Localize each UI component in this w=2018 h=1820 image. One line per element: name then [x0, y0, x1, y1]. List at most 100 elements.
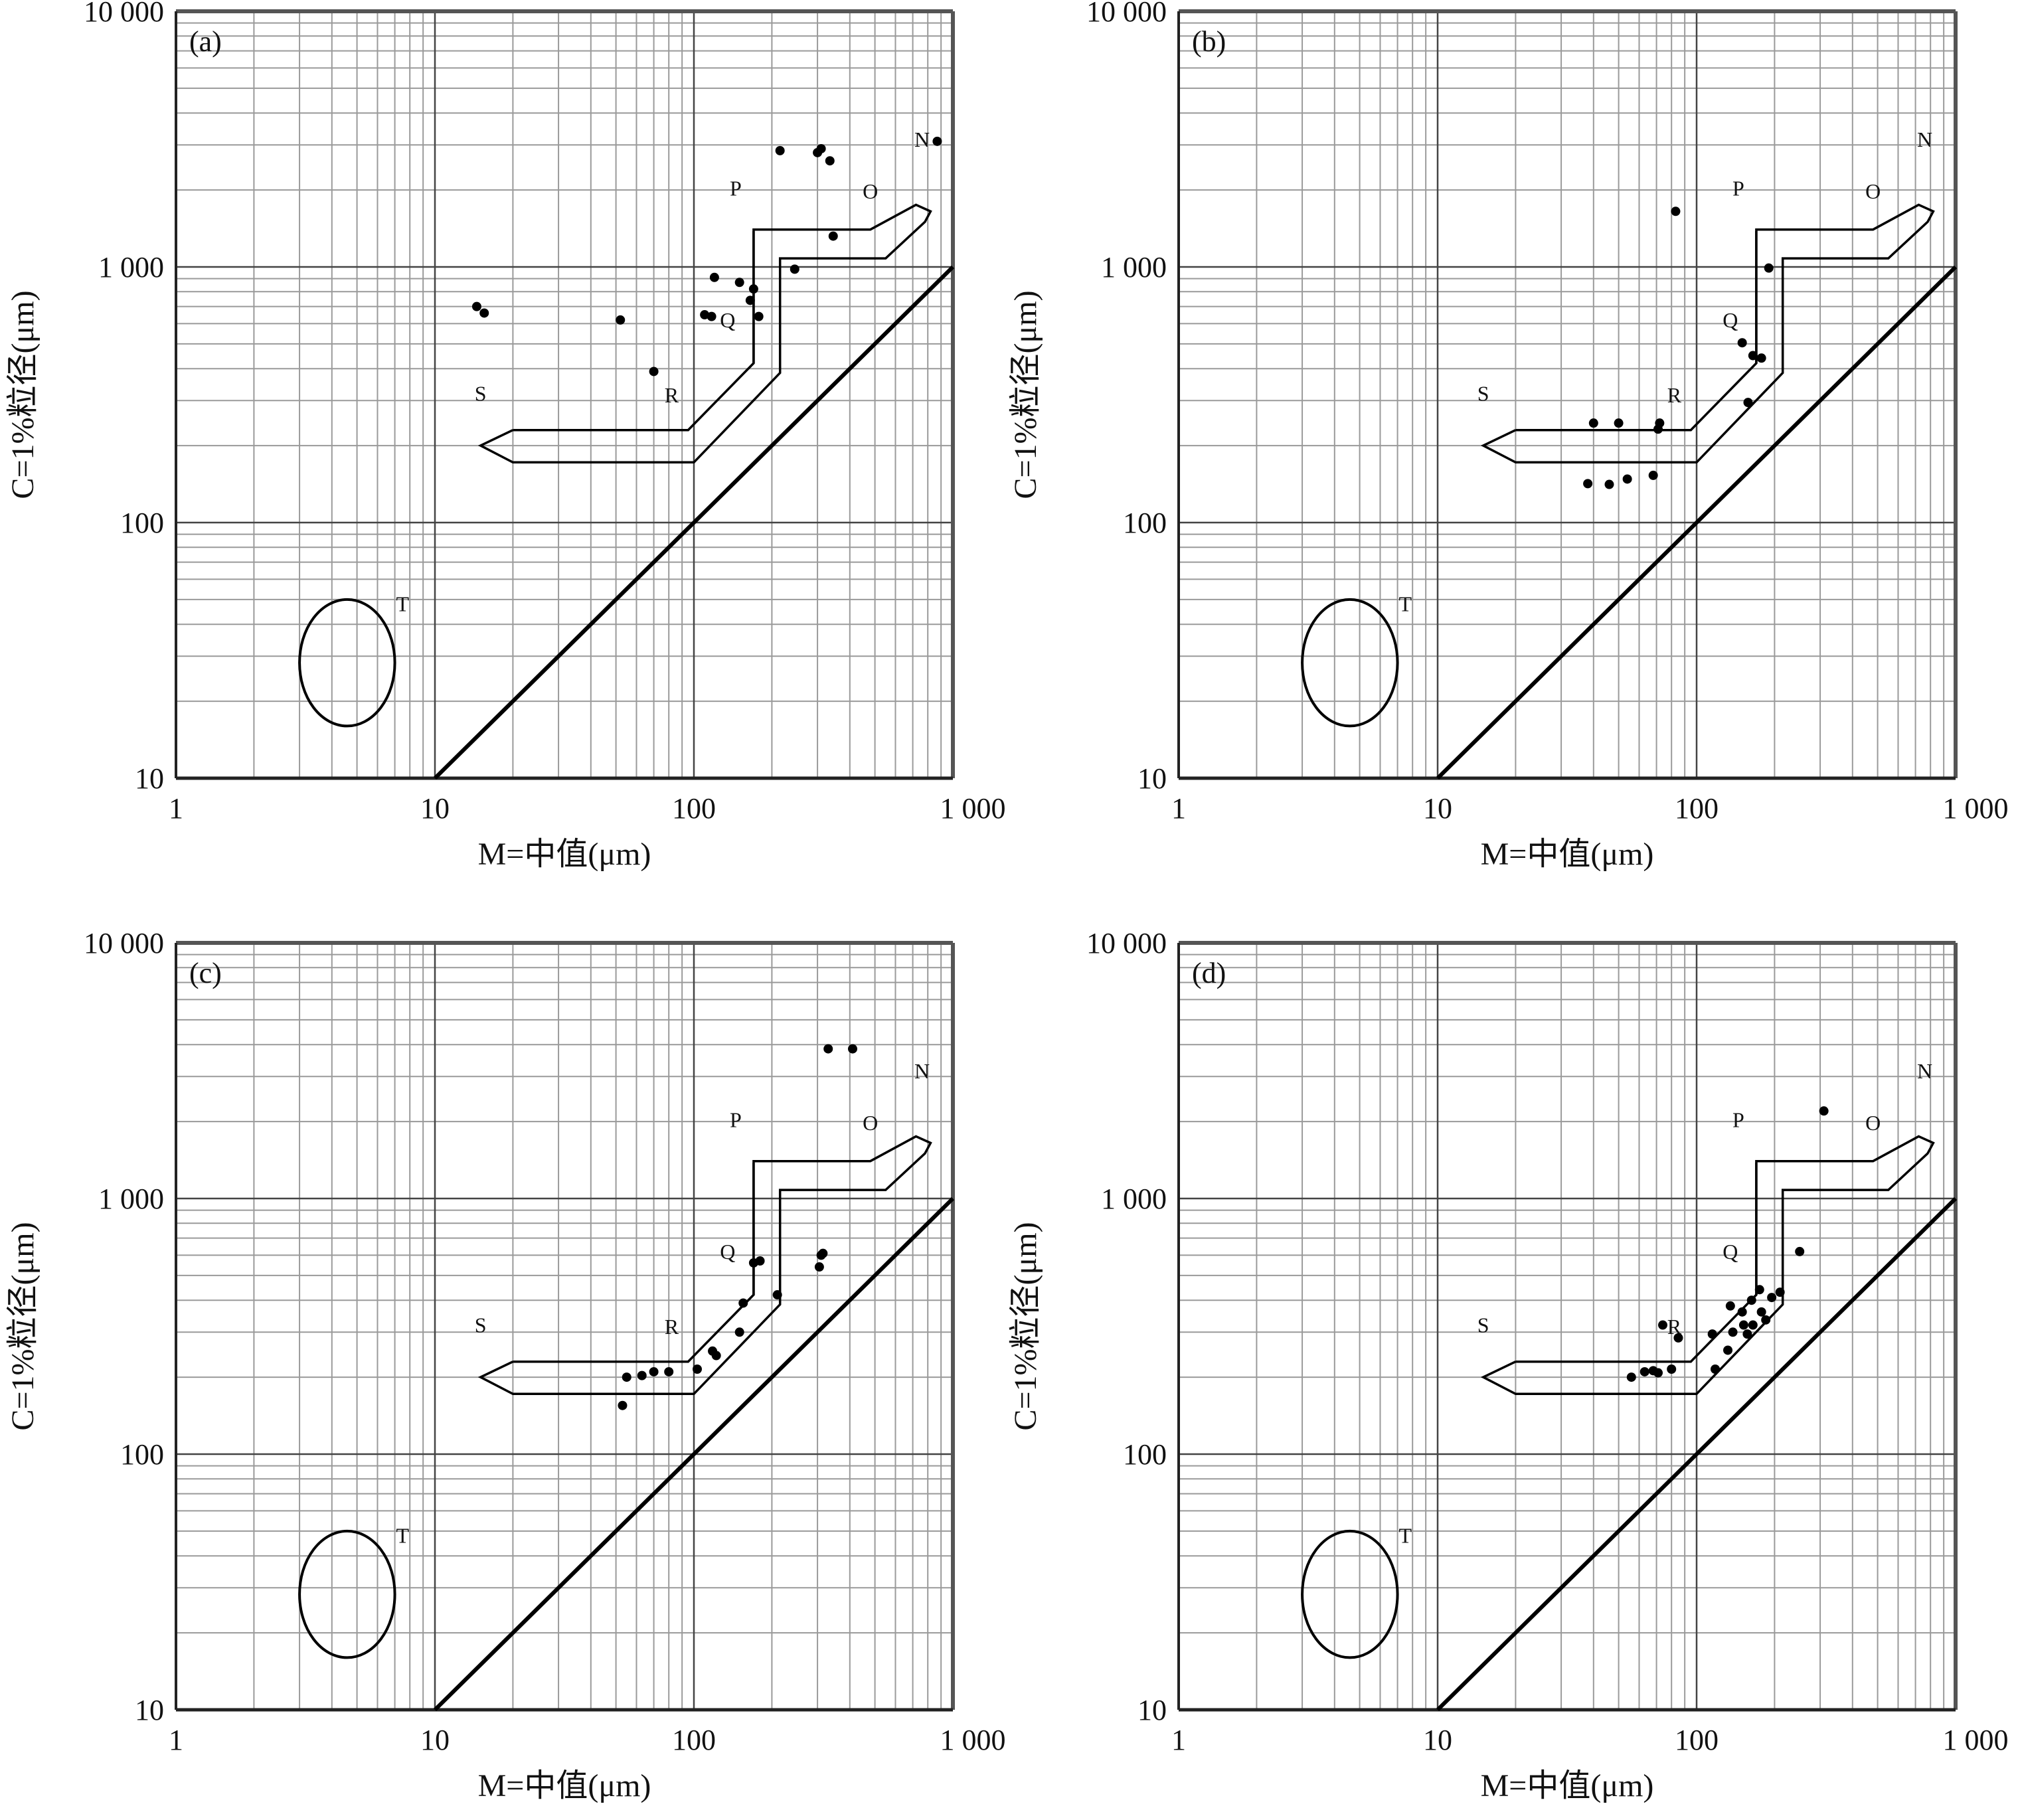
- y-tick-label: 10: [1137, 762, 1167, 795]
- data-point: [1604, 479, 1614, 489]
- data-point: [1723, 1345, 1733, 1355]
- region-label-s: S: [1477, 1313, 1489, 1337]
- x-tick-label: 1: [1171, 792, 1186, 825]
- y-tick-label: 1 000: [1101, 251, 1167, 284]
- y-axis-title: C=1%粒径(μm): [1008, 290, 1043, 499]
- region-t-ellipse: [1301, 1529, 1399, 1659]
- region-t-ellipse: [298, 598, 396, 728]
- y-tick-label: 1 000: [98, 1183, 164, 1215]
- data-point: [745, 295, 755, 305]
- data-point: [818, 1248, 828, 1258]
- x-axis-title: M=中值(μm): [478, 1768, 651, 1803]
- data-point: [1742, 1329, 1752, 1339]
- x-tick-label: 1 000: [940, 792, 1006, 825]
- region-label-o: O: [1865, 179, 1881, 203]
- panel-tag: (d): [1192, 957, 1226, 989]
- data-point: [816, 143, 826, 153]
- data-point: [847, 1044, 857, 1054]
- x-tick-label: 1: [169, 1724, 183, 1756]
- data-point: [790, 264, 799, 274]
- data-point: [700, 310, 710, 320]
- region-label-n: N: [1917, 127, 1932, 151]
- data-point: [1640, 1366, 1649, 1376]
- region-t-ellipse: [298, 1529, 396, 1659]
- y-tick-label: 10: [135, 1694, 164, 1726]
- y-tick-label: 1 000: [1101, 1183, 1167, 1215]
- data-point: [1622, 474, 1632, 484]
- region-label-p: P: [1732, 177, 1744, 201]
- x-tick-label: 10: [1423, 792, 1452, 825]
- x-tick-label: 100: [1675, 1724, 1719, 1756]
- region-label-t: T: [396, 1524, 410, 1548]
- x-tick-label: 10: [1423, 1724, 1452, 1756]
- data-point: [479, 308, 489, 318]
- data-point: [1673, 1333, 1683, 1343]
- data-point: [748, 284, 758, 294]
- data-point: [1754, 1285, 1764, 1295]
- data-point: [693, 1365, 703, 1374]
- x-tick-label: 100: [672, 792, 716, 825]
- data-point: [1746, 1295, 1756, 1305]
- y-axis-title: C=1%粒径(μm): [5, 290, 41, 499]
- region-t-ellipse: [1301, 598, 1399, 728]
- region-label-q: Q: [1723, 1240, 1738, 1264]
- region-label-p: P: [1732, 1108, 1744, 1132]
- data-point: [711, 1351, 721, 1361]
- x-axis-title: M=中值(μm): [1481, 1768, 1654, 1803]
- y-tick-label: 10 000: [84, 0, 164, 28]
- data-point: [1756, 353, 1766, 363]
- region-label-o: O: [863, 1111, 878, 1135]
- data-point: [622, 1372, 631, 1382]
- region-label-r: R: [665, 1315, 679, 1339]
- x-axis-title: M=中值(μm): [1481, 837, 1654, 872]
- grid: [176, 11, 953, 778]
- data-point: [828, 231, 838, 241]
- region-label-t: T: [396, 592, 410, 616]
- x-tick-label: 1 000: [940, 1724, 1006, 1756]
- data-point: [754, 311, 764, 321]
- cm-template-outline: [477, 203, 932, 464]
- data-point: [1614, 418, 1624, 428]
- y-tick-label: 10: [135, 762, 164, 795]
- data-point: [1667, 1365, 1677, 1374]
- y-tick-label: 100: [1123, 1438, 1167, 1471]
- c-equals-m-line: [1436, 1197, 1958, 1712]
- data-point: [707, 311, 716, 321]
- region-label-s: S: [475, 1313, 487, 1337]
- x-tick-label: 100: [1675, 792, 1719, 825]
- region-label-s: S: [475, 381, 487, 405]
- x-tick-label: 1: [169, 792, 183, 825]
- region-label-r: R: [1667, 383, 1682, 407]
- region-label-o: O: [1865, 1111, 1881, 1135]
- c-equals-m-line: [433, 1197, 955, 1712]
- data-point: [1588, 418, 1598, 428]
- data-point: [1819, 1106, 1829, 1116]
- region-label-n: N: [914, 1059, 930, 1083]
- data-point: [1743, 398, 1753, 408]
- data-point: [1764, 263, 1774, 273]
- data-point: [932, 136, 942, 146]
- panel-tag: (a): [189, 25, 222, 58]
- data-point: [775, 145, 785, 155]
- x-tick-label: 10: [420, 792, 450, 825]
- data-point: [1775, 1287, 1785, 1297]
- data-point: [471, 301, 481, 311]
- panel-tag: (b): [1192, 25, 1226, 58]
- data-point: [734, 278, 744, 288]
- region-label-q: Q: [720, 308, 735, 332]
- y-tick-label: 100: [120, 507, 164, 539]
- y-tick-label: 10: [1137, 1694, 1167, 1726]
- data-point: [709, 272, 719, 282]
- y-tick-label: 10 000: [1086, 927, 1167, 959]
- data-point: [1648, 470, 1658, 480]
- data-point: [1707, 1329, 1717, 1339]
- data-point: [738, 1298, 748, 1308]
- region-label-t: T: [1399, 1524, 1412, 1548]
- y-axis-title: C=1%粒径(μm): [1008, 1222, 1043, 1430]
- data-point: [1737, 338, 1747, 348]
- c-equals-m-line: [1436, 265, 1958, 780]
- region-label-t: T: [1399, 592, 1412, 616]
